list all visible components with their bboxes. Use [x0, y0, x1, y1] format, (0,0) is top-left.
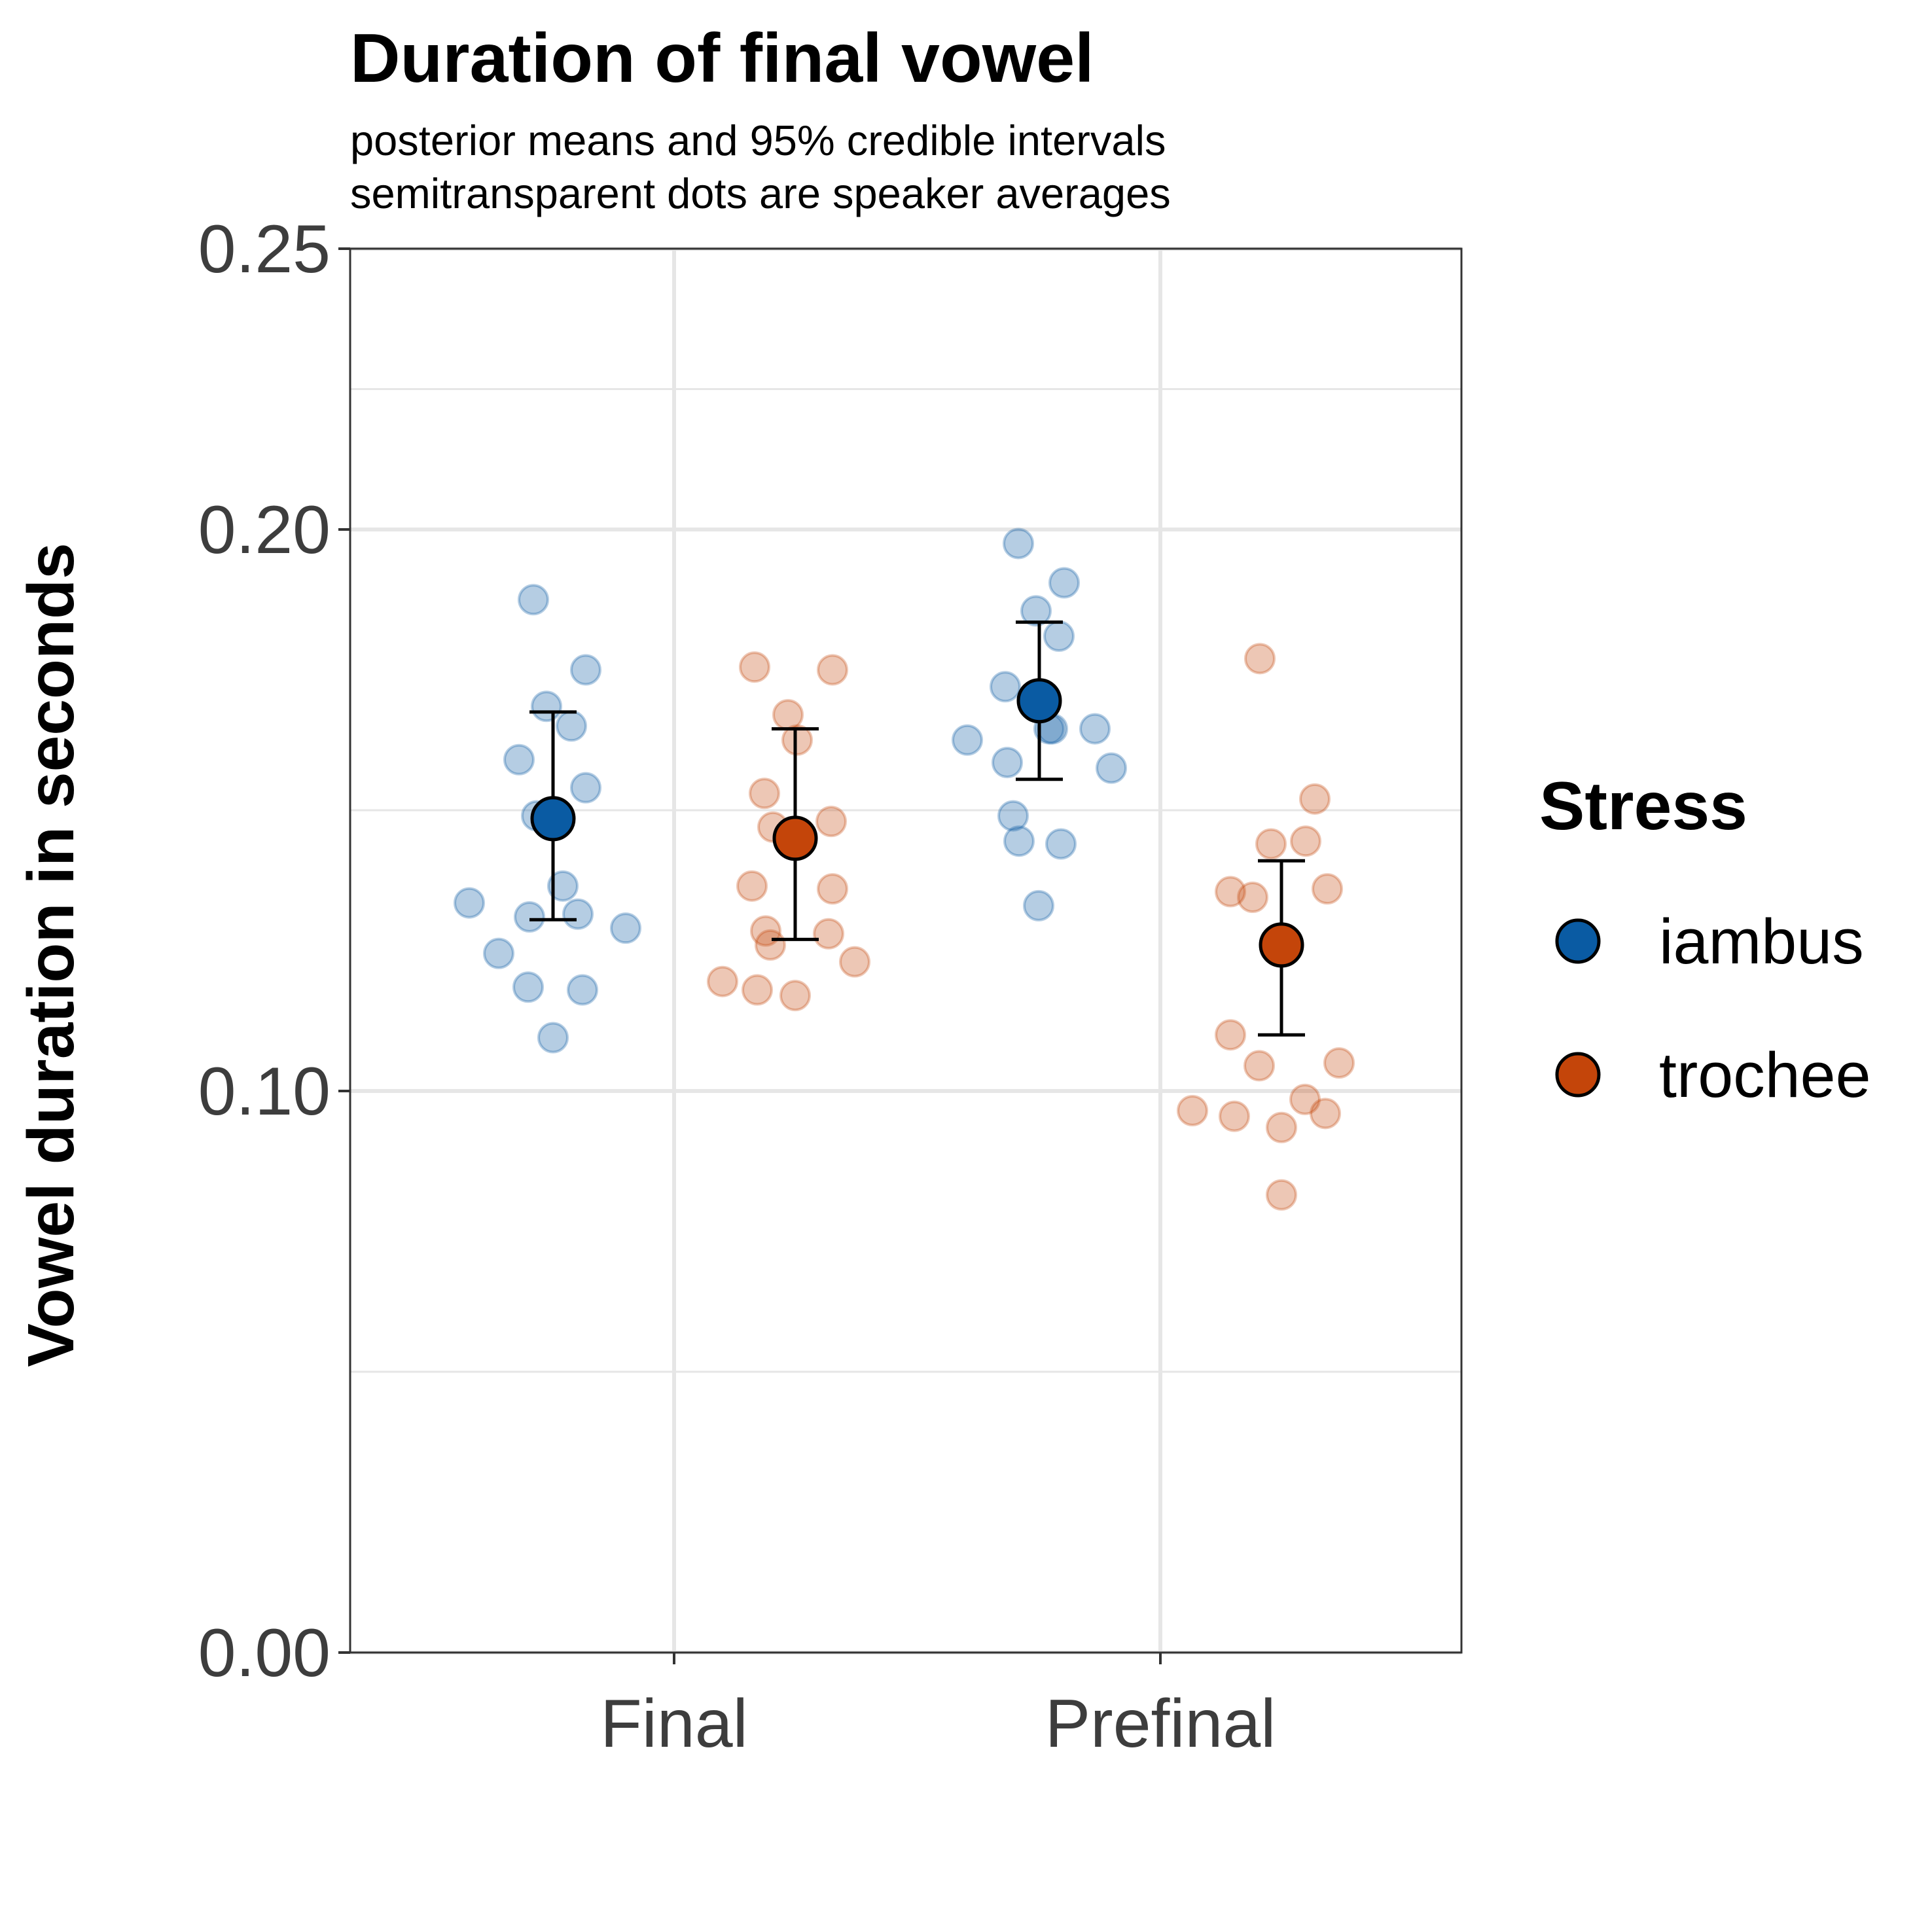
speaker-point-iambus [537, 1022, 569, 1054]
speaker-point-trochee [736, 870, 768, 902]
y-axis-title: Vowel duration in seconds [14, 543, 88, 1367]
speaker-point-trochee [1312, 873, 1343, 905]
legend-swatch-trochee [1555, 1052, 1601, 1098]
speaker-point-iambus [1043, 620, 1075, 653]
speaker-point-trochee [1266, 1111, 1297, 1143]
speaker-point-trochee [813, 918, 844, 950]
legend-label-iambus: iambus [1659, 906, 1864, 977]
speaker-point-trochee [1243, 1050, 1275, 1082]
speaker-point-iambus [570, 772, 601, 804]
speaker-point-iambus [1079, 713, 1111, 745]
speaker-point-iambus [1048, 567, 1080, 599]
speaker-point-trochee [1310, 1098, 1341, 1130]
axes: 0.00 0.10 0.20 0.25 Final Prefinal [198, 211, 1276, 1762]
speaker-point-iambus [1003, 528, 1034, 560]
speaker-point-trochee [1289, 1083, 1321, 1115]
legend-label-trochee: trochee [1659, 1039, 1871, 1111]
speaker-point-trochee [1244, 643, 1276, 675]
speaker-point-trochee [817, 654, 848, 686]
speaker-point-trochee [742, 974, 773, 1006]
speaker-point-iambus [952, 724, 983, 756]
speaker-point-trochee [779, 980, 811, 1012]
speaker-point-trochee [839, 946, 870, 978]
y-tick-label: 0.00 [198, 1615, 331, 1691]
speaker-point-trochee [707, 965, 738, 997]
speaker-point-iambus [1096, 752, 1127, 784]
panel-border [349, 247, 1463, 1654]
y-tick-label: 0.20 [198, 492, 331, 568]
speaker-point-iambus [1020, 595, 1052, 627]
legend-swatch-iambus [1555, 918, 1601, 964]
speaker-point-trochee [739, 651, 770, 683]
speaker-point-trochee [1177, 1095, 1208, 1127]
mean-point-iambus [1016, 678, 1062, 724]
speaker-point-trochee [1237, 881, 1268, 913]
speaker-points [454, 528, 1355, 1211]
x-tick-label: Final [600, 1686, 747, 1762]
speaker-point-trochee [1323, 1047, 1355, 1079]
speaker-point-trochee [817, 873, 848, 905]
mean-point-trochee [1259, 922, 1304, 968]
speaker-point-trochee [749, 778, 780, 810]
speaker-point-trochee [815, 806, 847, 838]
speaker-point-trochee [755, 929, 786, 961]
speaker-point-trochee [1290, 825, 1321, 857]
speaker-point-iambus [997, 800, 1029, 832]
speaker-point-trochee [1215, 1019, 1246, 1051]
speaker-point-iambus [503, 743, 535, 776]
chart-title: Duration of final vowel [350, 20, 1094, 97]
speaker-point-iambus [562, 898, 594, 930]
speaker-point-iambus [1023, 889, 1054, 921]
speaker-point-iambus [1003, 825, 1035, 857]
speaker-point-iambus [990, 671, 1021, 703]
mean-point-iambus [530, 796, 576, 842]
speaker-point-iambus [514, 901, 545, 933]
chart-subtitle-line-1: posterior means and 95% credible interva… [350, 116, 1166, 164]
speaker-point-iambus [1045, 828, 1077, 860]
speaker-point-iambus [567, 974, 598, 1006]
speaker-point-iambus [531, 690, 562, 723]
legend: Stress iambus trochee [1539, 768, 1871, 1111]
y-tick-label: 0.10 [198, 1054, 331, 1130]
legend-title: Stress [1539, 768, 1747, 844]
mean-point-trochee [772, 815, 818, 861]
speaker-point-iambus [547, 870, 579, 902]
y-tick-label: 0.25 [198, 211, 331, 287]
posterior-means [530, 678, 1304, 968]
speaker-point-trochee [1299, 783, 1331, 815]
speaker-point-iambus [570, 654, 601, 686]
speaker-point-iambus [483, 937, 514, 969]
speaker-point-iambus [610, 912, 641, 944]
chart-subtitle-line-2: semitransparent dots are speaker average… [350, 170, 1171, 217]
speaker-point-trochee [1266, 1179, 1297, 1211]
speaker-point-iambus [992, 747, 1023, 779]
speaker-point-iambus [518, 584, 549, 616]
speaker-point-iambus [512, 971, 544, 1003]
speaker-point-trochee [1255, 828, 1287, 860]
x-tick-label: Prefinal [1045, 1686, 1276, 1762]
speaker-point-iambus [556, 710, 587, 742]
speaker-point-trochee [1219, 1100, 1250, 1132]
speaker-point-trochee [1215, 876, 1246, 908]
credible-intervals [529, 620, 1305, 1037]
speaker-point-iambus [454, 887, 485, 919]
speaker-point-trochee [781, 724, 813, 756]
